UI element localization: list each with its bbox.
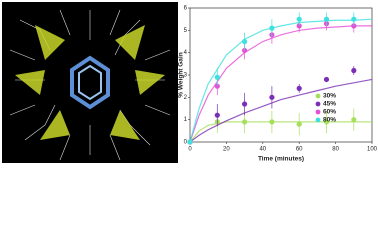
data-point <box>214 112 220 118</box>
data-point <box>351 16 357 22</box>
y-tick-label: 4 <box>184 50 188 56</box>
data-point <box>323 76 330 83</box>
data-point <box>269 25 275 31</box>
data-point <box>269 94 275 100</box>
y-tick-label: 3 <box>184 73 188 79</box>
y-tick-label: 0 <box>184 140 188 146</box>
data-point <box>296 121 302 127</box>
data-point <box>269 119 275 125</box>
data-point <box>351 117 357 123</box>
x-axis-label: Time (minutes) <box>258 156 304 163</box>
x-tick-label: 80 <box>332 147 339 153</box>
data-point <box>214 74 220 80</box>
x-tick-label: 60 <box>296 147 303 153</box>
x-tick-label: 0 <box>188 147 192 153</box>
legend-label: 30% <box>323 93 336 100</box>
structure-image <box>2 2 178 163</box>
data-point <box>351 67 357 74</box>
legend-marker <box>315 93 321 99</box>
y-axis-label: % Weight Gain <box>178 52 185 97</box>
y-tick-label: 1 <box>184 117 188 123</box>
data-point <box>242 38 248 45</box>
data-point <box>242 119 248 125</box>
x-tick-label: 100 <box>367 147 378 153</box>
data-point <box>323 16 330 22</box>
legend-label: 45% <box>323 101 336 108</box>
y-tick-label: 5 <box>184 28 188 34</box>
legend-label: 80% <box>323 117 336 124</box>
y-tick-label: 6 <box>184 6 188 12</box>
data-point <box>323 119 330 125</box>
data-point <box>242 101 248 107</box>
figure: Time (minutes) % Weight Gain 0 20 40 60 80 10… <box>2 2 378 163</box>
data-point <box>296 16 302 22</box>
y-tick-label: 2 <box>184 95 188 101</box>
data-point <box>187 139 193 145</box>
legend-label: 60% <box>323 109 336 116</box>
data-point <box>296 85 302 91</box>
x-tick-label: 20 <box>223 147 230 153</box>
legend-marker <box>315 101 321 107</box>
x-tick-label: 40 <box>259 147 266 153</box>
legend-marker <box>315 117 321 123</box>
legend-marker <box>315 109 321 115</box>
page: {"chart_data":{"type":"scatter","xlabel"… <box>0 0 378 165</box>
